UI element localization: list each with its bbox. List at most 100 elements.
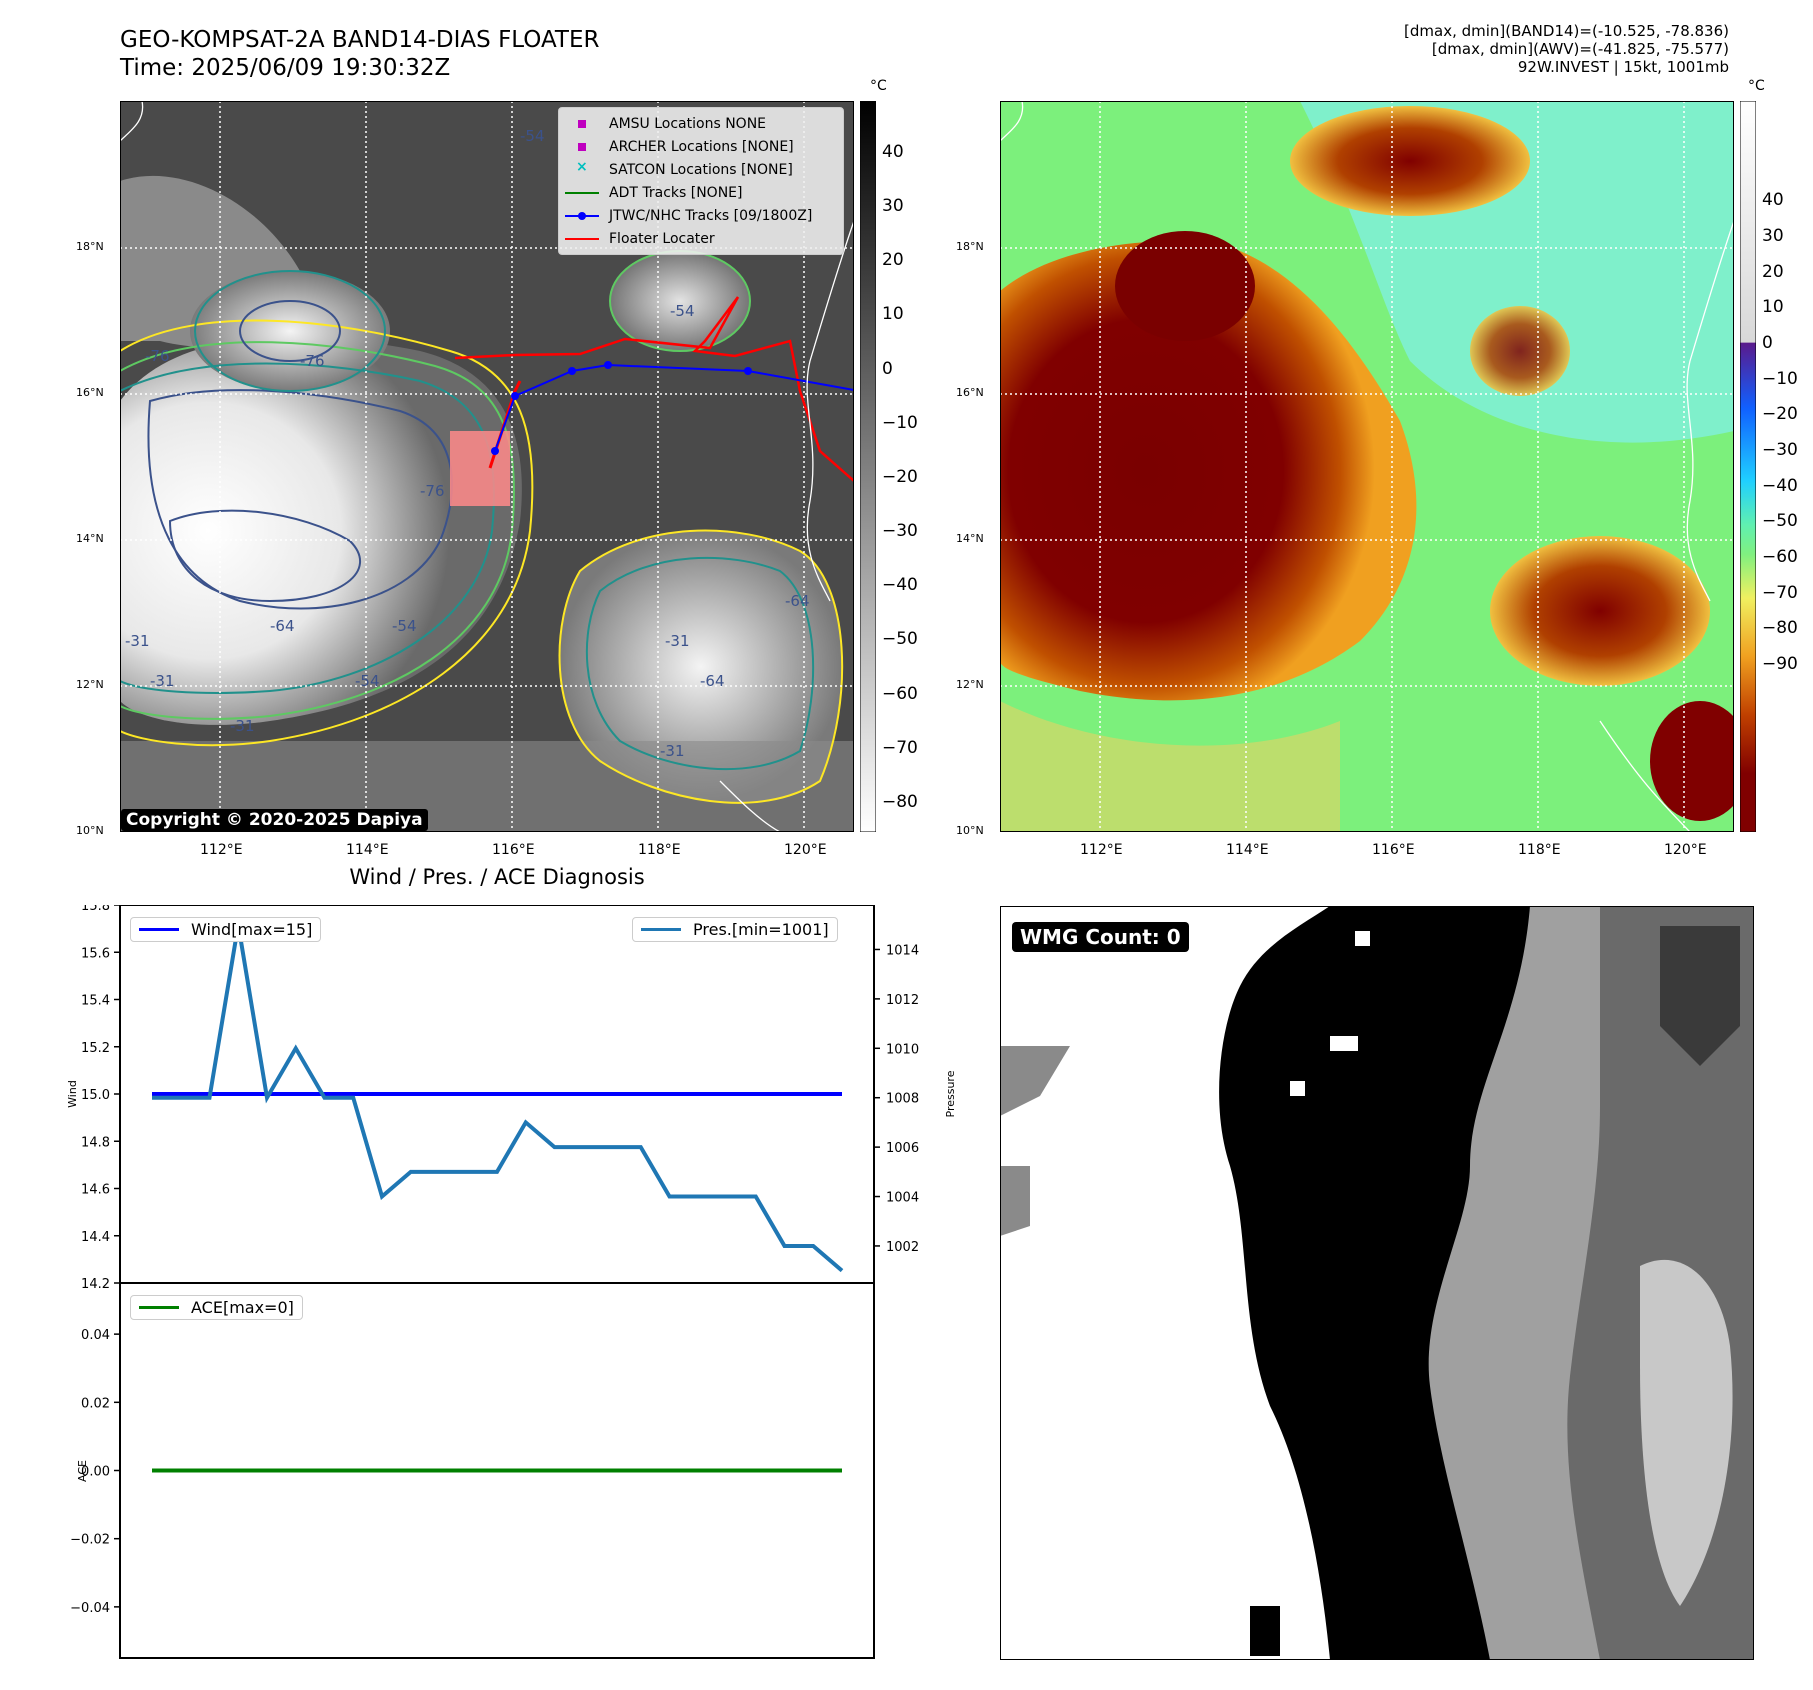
lon-tick-left: 120°E bbox=[784, 842, 827, 858]
jtwc-track bbox=[494, 363, 854, 452]
line-dot-marker-icon bbox=[565, 209, 599, 223]
legend-adt: ADT Tracks [NONE] bbox=[565, 181, 837, 204]
contour-label: -54 bbox=[520, 127, 545, 145]
colorbar-tick-label: −50 bbox=[1762, 511, 1798, 532]
ace-ytick-label: 0.00 bbox=[81, 1465, 110, 1480]
wind-ytick-label: 15.6 bbox=[81, 946, 110, 961]
colorbar-tick-label: 10 bbox=[1762, 297, 1784, 318]
convective-cell-north bbox=[1290, 106, 1530, 216]
wind-ytick-label: 15.4 bbox=[81, 994, 110, 1009]
colorbar-tick-label: −80 bbox=[882, 791, 918, 812]
wind-ytick-label: 14.8 bbox=[81, 1135, 110, 1150]
contour-minus54 bbox=[120, 341, 515, 720]
wmg-white-cell bbox=[1355, 931, 1370, 946]
legend-label: ADT Tracks [NONE] bbox=[609, 184, 743, 201]
lat-tick-left: 10°N bbox=[76, 824, 104, 837]
wind-legend-label: Wind[max=15] bbox=[191, 920, 313, 939]
coastline-nw bbox=[1000, 101, 1024, 142]
wind-ytick-label: 14.4 bbox=[81, 1230, 110, 1245]
contour-label: -54 bbox=[355, 672, 380, 690]
diagnosis-title: Wind / Pres. / ACE Diagnosis bbox=[349, 865, 645, 889]
ace-ylabel: ACE bbox=[76, 1460, 89, 1482]
awv-map bbox=[1000, 101, 1734, 832]
colorbar-tick-label: 20 bbox=[882, 250, 904, 271]
lat-tick-right: 14°N bbox=[956, 532, 984, 545]
lat-tick-right: 18°N bbox=[956, 240, 984, 253]
contour-minus31 bbox=[120, 319, 534, 747]
pressure-legend: Pres.[min=1001] bbox=[632, 917, 838, 942]
lat-tick-left: 16°N bbox=[76, 386, 104, 399]
contour-label-group: -54 -76 -76 -76 -64 -54 -31 -54 -31 -31 … bbox=[125, 127, 810, 760]
pressure-legend-line-icon bbox=[641, 928, 681, 931]
ace-ytick-label: −0.02 bbox=[70, 1533, 110, 1548]
main-convective-mass bbox=[1000, 241, 1417, 701]
legend-label: JTWC/NHC Tracks [09/1800Z] bbox=[609, 207, 813, 224]
lat-tick-left: 18°N bbox=[76, 240, 104, 253]
wind-ytick-label: 15.0 bbox=[81, 1088, 110, 1103]
colorbar-tick-label: −10 bbox=[882, 412, 918, 433]
ace-ytick-label: 0.02 bbox=[81, 1396, 110, 1411]
pressure-ytick-label: 1004 bbox=[886, 1191, 919, 1206]
lat-tick-right: 10°N bbox=[956, 824, 984, 837]
legend-floater: Floater Locater bbox=[565, 227, 837, 250]
ace-ytick-label: −0.04 bbox=[70, 1601, 110, 1616]
coastline-se bbox=[719, 780, 781, 832]
pressure-ytick-label: 1006 bbox=[886, 1141, 919, 1156]
wind-legend-line-icon bbox=[139, 928, 179, 931]
legend-jtwc: JTWC/NHC Tracks [09/1800Z] bbox=[565, 204, 837, 227]
ace-legend-line-icon bbox=[139, 1306, 179, 1309]
contour-minus64 bbox=[120, 362, 495, 694]
legend-label: Floater Locater bbox=[609, 230, 715, 247]
floater-box bbox=[450, 431, 510, 506]
contour-label: -31 bbox=[665, 632, 690, 650]
colorbar-tick-label: 30 bbox=[882, 196, 904, 217]
cloud-cluster-se bbox=[559, 530, 843, 803]
colorbar-unit-right: °C bbox=[1748, 78, 1765, 94]
colorbar-tick-label: −30 bbox=[882, 521, 918, 542]
x-marker-icon: × bbox=[576, 158, 588, 175]
ace-legend-label: ACE[max=0] bbox=[191, 1298, 294, 1317]
colorbar-tick-label: 30 bbox=[1762, 225, 1784, 246]
contour-label: -31 bbox=[230, 717, 255, 735]
wmg-count-badge: WMG Count: 0 bbox=[1012, 922, 1189, 952]
lat-tick-right: 16°N bbox=[956, 386, 984, 399]
legend-amsu: AMSU Locations NONE bbox=[565, 112, 837, 135]
colorbar-tick-label: −60 bbox=[882, 683, 918, 704]
square-marker-icon bbox=[565, 140, 599, 154]
figure-title: GEO-KOMPSAT-2A BAND14-DIAS FLOATER Time:… bbox=[120, 26, 600, 82]
colorbar-tick-label: 0 bbox=[882, 358, 893, 379]
wmg-white-cell bbox=[1290, 1081, 1305, 1096]
legend-label: AMSU Locations NONE bbox=[609, 115, 767, 132]
colorbar-tick-label: 0 bbox=[1762, 332, 1773, 353]
title-line-2: Time: 2025/06/09 19:30:32Z bbox=[120, 55, 451, 81]
lon-tick-left: 116°E bbox=[492, 842, 535, 858]
band14-colorbar bbox=[860, 101, 876, 832]
pressure-series-line bbox=[152, 924, 844, 1273]
wmg-panel bbox=[1000, 906, 1754, 1660]
wmg-black-patch-south bbox=[1250, 1606, 1280, 1656]
contour-minus76 bbox=[147, 389, 453, 610]
wind-pressure-chart: 14.2 14.4 14.6 14.8 15.0 15.2 15.4 15.6 15.8 100… bbox=[66, 905, 957, 1290]
coastline-east bbox=[806, 220, 854, 602]
pressure-ytick-label: 1008 bbox=[886, 1092, 919, 1107]
colorbar-tick-label: −40 bbox=[1762, 475, 1798, 496]
convective-cell-south bbox=[1650, 701, 1734, 821]
colorbar-tick-label: −50 bbox=[882, 629, 918, 650]
map-legend: AMSU Locations NONE ARCHER Locations [NO… bbox=[558, 107, 844, 255]
colorbar-tick-label: −90 bbox=[1762, 654, 1798, 675]
convective-cell-se bbox=[1490, 536, 1710, 686]
coastline-east bbox=[1686, 220, 1734, 602]
legend-label: SATCON Locations [NONE] bbox=[609, 161, 793, 178]
contour-label: -64 bbox=[785, 592, 810, 610]
colorbar-unit-left: °C bbox=[870, 78, 887, 94]
colorbar-tick-label: 40 bbox=[882, 141, 904, 162]
square-marker-icon bbox=[565, 117, 599, 131]
wmg-white-cell bbox=[1330, 1036, 1358, 1051]
wmg-gray-patch-west bbox=[1000, 1046, 1070, 1116]
lon-tick-right: 116°E bbox=[1372, 842, 1415, 858]
colorbar-tick-label: −60 bbox=[1762, 546, 1798, 567]
colorbar-tick-label: −40 bbox=[882, 575, 918, 596]
pressure-ytick-label: 1002 bbox=[886, 1240, 919, 1255]
colorbar-tick-label: −20 bbox=[1762, 404, 1798, 425]
cloud-cell-nw bbox=[190, 271, 390, 391]
